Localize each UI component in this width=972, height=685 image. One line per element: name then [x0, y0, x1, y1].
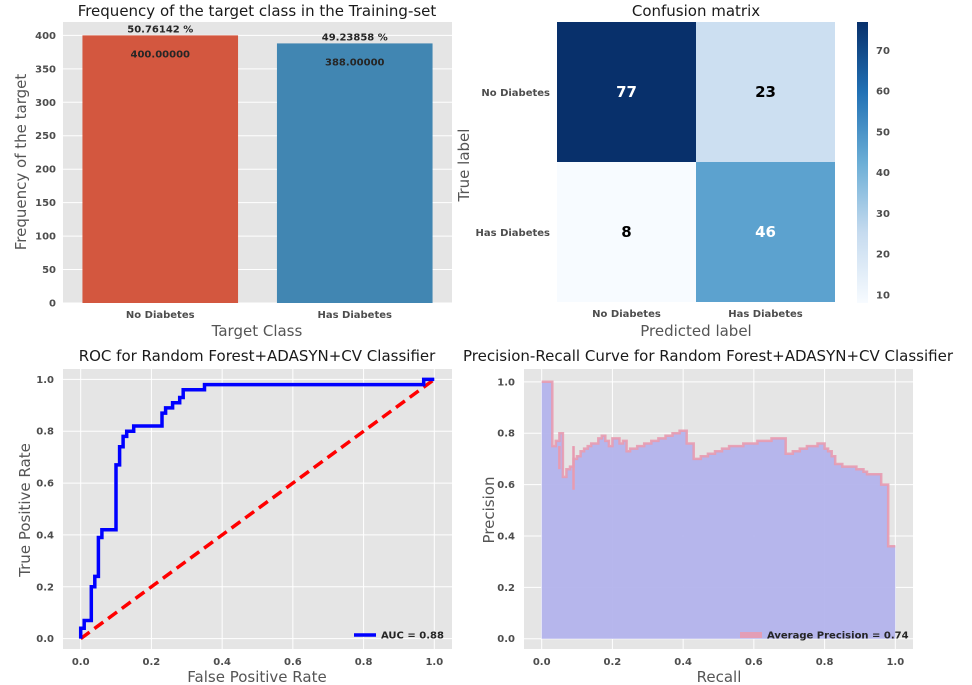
- cm-row-label: Has Diabetes: [476, 228, 551, 239]
- pr-y-tick-label: 0.8: [497, 429, 515, 440]
- roc-x-tick-label: 0.2: [143, 657, 161, 668]
- pr-y-tick-label: 0.6: [497, 480, 515, 491]
- pr-legend-label: Average Precision = 0.74: [767, 631, 909, 642]
- roc-chart: 0.0 0.2 0.4 0.6 0.8 1.0 0.0 0.2 0.4 0.6 0.8 1.0 AUC…: [16, 347, 452, 685]
- cm-cell-value: 8: [621, 223, 631, 241]
- bar-chart: 0 50 100 150 200 250 300 350 400 No Diabetes Has …: [12, 2, 452, 340]
- cm-col-label: Has Diabetes: [728, 309, 803, 320]
- bar-y-tick-label: 50: [42, 265, 56, 276]
- roc-y-tick-label: 1.0: [36, 375, 54, 386]
- bar-chart-title: Frequency of the target class in the Tra…: [78, 2, 437, 20]
- colorbar-tick-label: 30: [876, 209, 890, 220]
- bar-y-tick-label: 0: [49, 299, 56, 310]
- colorbar: [857, 22, 868, 303]
- roc-x-axis-label: False Positive Rate: [187, 668, 326, 685]
- pr-x-tick-label: 0.4: [674, 657, 692, 668]
- bar-percent-label: 49.23858 %: [322, 32, 388, 43]
- bar-y-tick-label: 400: [35, 31, 56, 42]
- roc-y-tick-label: 0.6: [36, 479, 54, 490]
- cm-row-label: No Diabetes: [481, 88, 550, 99]
- colorbar-tick-label: 50: [876, 127, 890, 138]
- pr-y-tick-label: 0.4: [497, 531, 515, 542]
- colorbar-tick-labels: 10 20 30 40 50 60 70: [876, 46, 890, 301]
- roc-tick-labels: 0.0 0.2 0.4 0.6 0.8 1.0 0.0 0.2 0.4 0.6 0.8 1.0: [36, 375, 443, 668]
- cm-cell: [557, 22, 696, 162]
- roc-title: ROC for Random Forest+ADASYN+CV Classifi…: [79, 347, 436, 365]
- pr-x-tick-label: 0.8: [816, 657, 834, 668]
- roc-x-tick-label: 0.6: [284, 657, 302, 668]
- colorbar-tick-label: 70: [876, 46, 890, 57]
- bar-x-tick-label: No Diabetes: [126, 310, 195, 321]
- pr-step-line: [541, 380, 896, 548]
- bar-y-tick-labels: 0 50 100 150 200 250 300 350 400: [35, 31, 56, 310]
- bar-x-tick-label: Has Diabetes: [318, 310, 393, 321]
- bar-x-axis-label: Target Class: [211, 322, 303, 340]
- bar: [82, 35, 239, 303]
- bar: [276, 43, 433, 304]
- roc-x-tick-label: 0.4: [213, 657, 231, 668]
- roc-x-tick-label: 0.0: [72, 657, 90, 668]
- roc-legend: AUC = 0.88: [354, 631, 444, 642]
- cm-cell-value: 46: [755, 223, 776, 241]
- pr-y-tick-label: 0.0: [497, 634, 515, 645]
- bar-y-tick-label: 150: [35, 198, 56, 209]
- cm-cell: [696, 162, 835, 302]
- pr-chart: 0.0 0.2 0.4 0.6 0.8 1.0 0.0 0.2 0.4 0.6 0.8 1.0 Ave…: [463, 347, 954, 685]
- roc-y-tick-label: 0.8: [36, 427, 54, 438]
- bar-percent-label: 50.76142 %: [127, 24, 193, 35]
- bar-annotations: 50.76142 % 400.00000 49.23858 % 388.00000: [127, 24, 388, 68]
- roc-legend-label: AUC = 0.88: [381, 631, 444, 642]
- pr-y-tick-label: 0.2: [497, 583, 515, 594]
- cm-x-axis-label: Predicted label: [640, 322, 751, 340]
- bar-y-tick-label: 100: [35, 232, 56, 243]
- pr-x-axis-label: Recall: [697, 668, 742, 685]
- colorbar-tick-label: 10: [876, 290, 890, 301]
- bar-y-axis-label: Frequency of the target: [12, 74, 30, 251]
- roc-y-tick-label: 0.2: [36, 582, 54, 593]
- cm-cells: 77 23 8 46: [557, 22, 835, 302]
- pr-x-tick-label: 0.2: [604, 657, 622, 668]
- roc-x-tick-label: 0.8: [355, 657, 373, 668]
- cm-cell-value: 23: [755, 83, 776, 101]
- pr-x-tick-label: 0.0: [533, 657, 551, 668]
- roc-y-axis-label: True Positive Rate: [16, 443, 34, 578]
- bar-bars: [82, 35, 433, 304]
- cm-cell-value: 77: [616, 83, 637, 101]
- colorbar-tick-label: 40: [876, 168, 890, 179]
- roc-diagonal-line: [79, 377, 436, 641]
- cm-title: Confusion matrix: [632, 2, 760, 20]
- pr-y-axis-label: Precision: [480, 477, 498, 544]
- roc-y-tick-label: 0.4: [36, 530, 54, 541]
- cm-y-axis-label: True label: [455, 129, 473, 203]
- colorbar-tick-label: 20: [876, 250, 890, 261]
- pr-y-tick-label: 1.0: [497, 377, 515, 388]
- roc-curve: [78, 377, 435, 639]
- pr-area: [541, 380, 896, 639]
- cm-axis-tick-labels: No Diabetes Has Diabetes No Diabetes Has Di…: [476, 88, 803, 320]
- bar-y-tick-label: 250: [35, 131, 56, 142]
- bar-y-tick-label: 300: [35, 98, 56, 109]
- pr-fill-area: [541, 381, 896, 639]
- pr-x-tick-label: 0.6: [745, 657, 763, 668]
- bar-y-tick-label: 350: [35, 64, 56, 75]
- bar-y-tick-label: 200: [35, 165, 56, 176]
- roc-lines: [78, 377, 436, 641]
- pr-title: Precision-Recall Curve for Random Forest…: [463, 347, 954, 365]
- pr-x-tick-label: 1.0: [886, 657, 904, 668]
- cm-col-label: No Diabetes: [592, 309, 661, 320]
- roc-y-tick-label: 0.0: [36, 634, 54, 645]
- cm-cell: [557, 162, 696, 302]
- pr-tick-labels: 0.0 0.2 0.4 0.6 0.8 1.0 0.0 0.2 0.4 0.6 0.8 1.0: [497, 377, 904, 668]
- pr-legend-swatch: [740, 632, 762, 638]
- bar-x-tick-labels: No Diabetes Has Diabetes: [126, 310, 392, 321]
- pr-legend: Average Precision = 0.74: [740, 631, 909, 642]
- colorbar-tick-label: 60: [876, 87, 890, 98]
- roc-x-tick-label: 1.0: [425, 657, 443, 668]
- cm-cell: [696, 22, 835, 162]
- bar-value-label: 388.00000: [325, 57, 385, 68]
- bar-value-label: 400.00000: [131, 49, 191, 60]
